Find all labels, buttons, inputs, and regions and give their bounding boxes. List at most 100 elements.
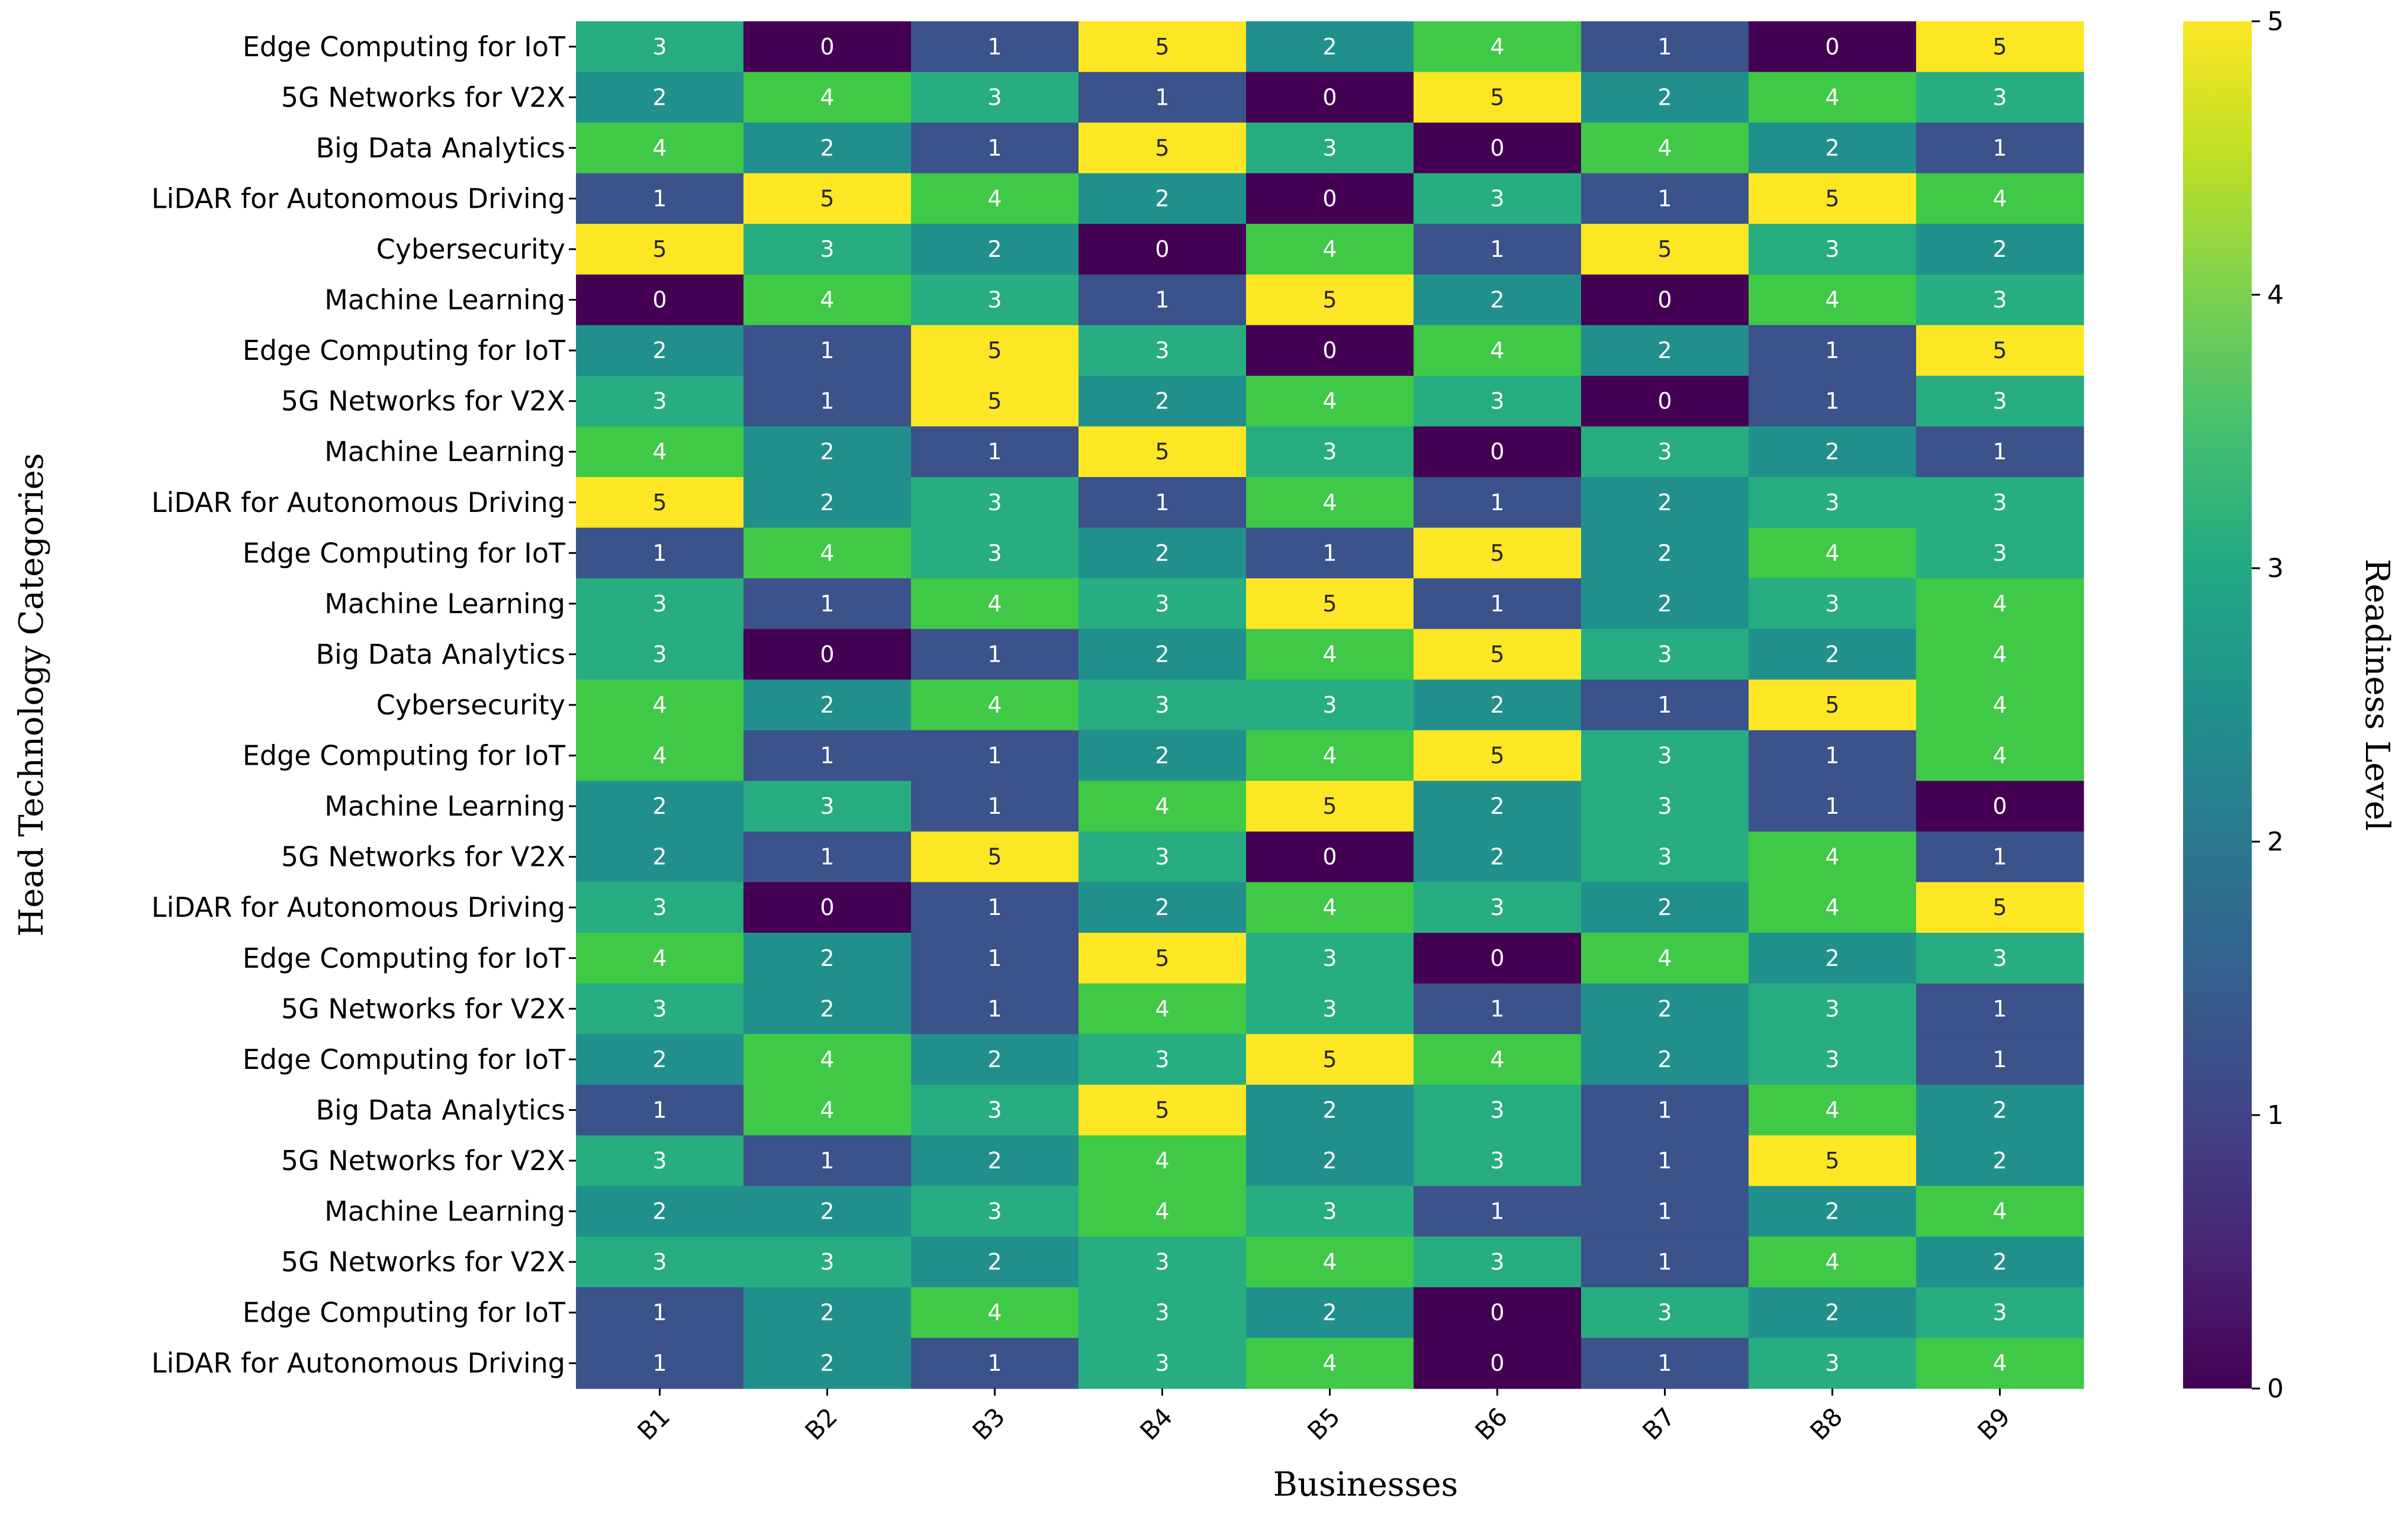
column-tick-label: B3 <box>967 1402 1010 1446</box>
cell-value-label: 4 <box>820 540 834 566</box>
heatmap-cell <box>1749 629 1917 680</box>
cell-value-label: 1 <box>1657 1350 1672 1376</box>
heatmap-cell <box>1581 173 1749 224</box>
row-tick-label: 5G Networks for V2X <box>281 1145 565 1177</box>
cell-value-label: 5 <box>1155 439 1169 465</box>
heatmap-cell <box>1079 1236 1247 1288</box>
cell-value-label: 5 <box>652 489 667 516</box>
heatmap-cell <box>1916 224 2084 275</box>
heatmap-cell <box>911 679 1079 731</box>
cell-value-label: 3 <box>820 1249 834 1275</box>
cell-value-label: 2 <box>652 1199 667 1225</box>
column-tick-label: B4 <box>1134 1402 1178 1446</box>
cell-value-label: 2 <box>1490 692 1504 718</box>
row-tick-label: 5G Networks for V2X <box>281 1246 565 1278</box>
column-labels: B1 B2 B3 B4 B5 B6 B7 B8 B9 <box>632 1389 2016 1446</box>
cell-value-label: 0 <box>1490 945 1504 971</box>
cell-value-label: 2 <box>1657 1046 1672 1072</box>
heatmap-cell <box>1581 730 1749 781</box>
cell-value-label: 3 <box>987 84 1002 110</box>
cell-value-label: 2 <box>1155 743 1169 769</box>
heatmap-cell <box>1079 21 1247 73</box>
heatmap-cell <box>1581 72 1749 123</box>
cell-value-label: 3 <box>987 1097 1002 1123</box>
cell-value-label: 4 <box>1992 1199 2007 1225</box>
cell-value-label: 2 <box>1825 135 1839 161</box>
row-tick-label: LiDAR for Autonomous Driving <box>152 487 565 518</box>
heatmap-cell <box>1079 1135 1247 1187</box>
cell-value-label: 5 <box>1322 591 1337 617</box>
cell-value-label: 3 <box>1490 1097 1504 1123</box>
heatmap-cell <box>1749 1338 1917 1389</box>
heatmap-cell <box>1079 274 1247 326</box>
cell-value-label: 1 <box>1825 743 1839 769</box>
heatmap-cell <box>1246 1034 1414 1085</box>
heatmap-cell <box>911 578 1079 630</box>
heatmap-cell <box>1749 1287 1917 1339</box>
cell-value-label: 1 <box>652 540 667 566</box>
heatmap-cell <box>1916 1084 2084 1136</box>
heatmap-cell <box>743 325 912 376</box>
heatmap-cell <box>1079 730 1247 781</box>
heatmap-cell <box>1079 578 1247 630</box>
cell-value-label: 3 <box>1155 337 1169 363</box>
heatmap-cell <box>1581 224 1749 275</box>
cell-value-label: 3 <box>1992 388 2007 414</box>
heatmap-cell <box>911 1084 1079 1136</box>
heatmap-cell <box>1079 983 1247 1035</box>
heatmap-cell <box>576 72 744 123</box>
cell-value-label: 1 <box>1490 489 1504 516</box>
cell-value-label: 5 <box>987 844 1002 870</box>
heatmap-cell <box>1916 173 2084 224</box>
heatmap-cell <box>743 1084 912 1136</box>
heatmap-cell <box>911 882 1079 933</box>
heatmap-cell <box>1079 224 1247 275</box>
row-tick-label: LiDAR for Autonomous Driving <box>152 891 565 923</box>
heatmap-cell <box>743 578 912 630</box>
cell-value-label: 5 <box>1155 135 1169 161</box>
cell-value-label: 3 <box>1657 844 1672 870</box>
cell-value-label: 5 <box>820 185 834 211</box>
heatmap-cell <box>1916 831 2084 883</box>
row-tick-label: Cybersecurity <box>376 233 565 265</box>
cell-value-label: 5 <box>1992 337 2007 363</box>
heatmap-cell <box>1916 578 2084 630</box>
cell-value-label: 1 <box>820 1148 834 1174</box>
heatmap-cell <box>1079 933 1247 984</box>
heatmap-cell <box>1916 781 2084 832</box>
column-tick-label: B8 <box>1804 1402 1848 1446</box>
cell-value-label: 4 <box>1155 996 1169 1022</box>
heatmap-cell <box>1414 224 1582 275</box>
cell-value-label: 1 <box>1657 1148 1672 1174</box>
cell-value-label: 3 <box>1490 1249 1504 1275</box>
cell-value-label: 2 <box>1490 287 1504 313</box>
cell-value-label: 2 <box>1155 894 1169 920</box>
cell-value-label: 3 <box>1322 135 1337 161</box>
heatmap-cell <box>1414 679 1582 731</box>
heatmap-cell <box>1414 325 1582 376</box>
cell-value-label: 1 <box>1825 337 1839 363</box>
cell-value-label: 4 <box>987 692 1002 718</box>
column-tick-label: B7 <box>1637 1402 1681 1446</box>
cell-value-label: 2 <box>1657 894 1672 920</box>
heatmap-cell <box>1079 325 1247 376</box>
heatmap-cell <box>1581 1034 1749 1085</box>
cell-value-label: 1 <box>1657 34 1672 60</box>
row-tick-label: Big Data Analytics <box>316 132 565 164</box>
heatmap-cell <box>743 21 912 73</box>
cell-value-label: 3 <box>1825 489 1839 516</box>
colorbar-tick-label: 0 <box>2267 1374 2284 1404</box>
heatmap-cell <box>743 781 912 832</box>
heatmap-cell <box>1246 123 1414 174</box>
cell-value-label: 5 <box>1322 793 1337 819</box>
row-tick-label: Machine Learning <box>324 1196 565 1228</box>
cell-value-label: 0 <box>1322 844 1337 870</box>
heatmap-cell <box>1079 831 1247 883</box>
cell-value-label: 3 <box>1490 1148 1504 1174</box>
cell-value-label: 3 <box>820 793 834 819</box>
heatmap-cell <box>1916 933 2084 984</box>
cell-value-label: 0 <box>1490 439 1504 465</box>
heatmap-cell <box>911 1236 1079 1288</box>
cell-value-label: 0 <box>1490 1300 1504 1326</box>
heatmap-cell <box>1749 1084 1917 1136</box>
